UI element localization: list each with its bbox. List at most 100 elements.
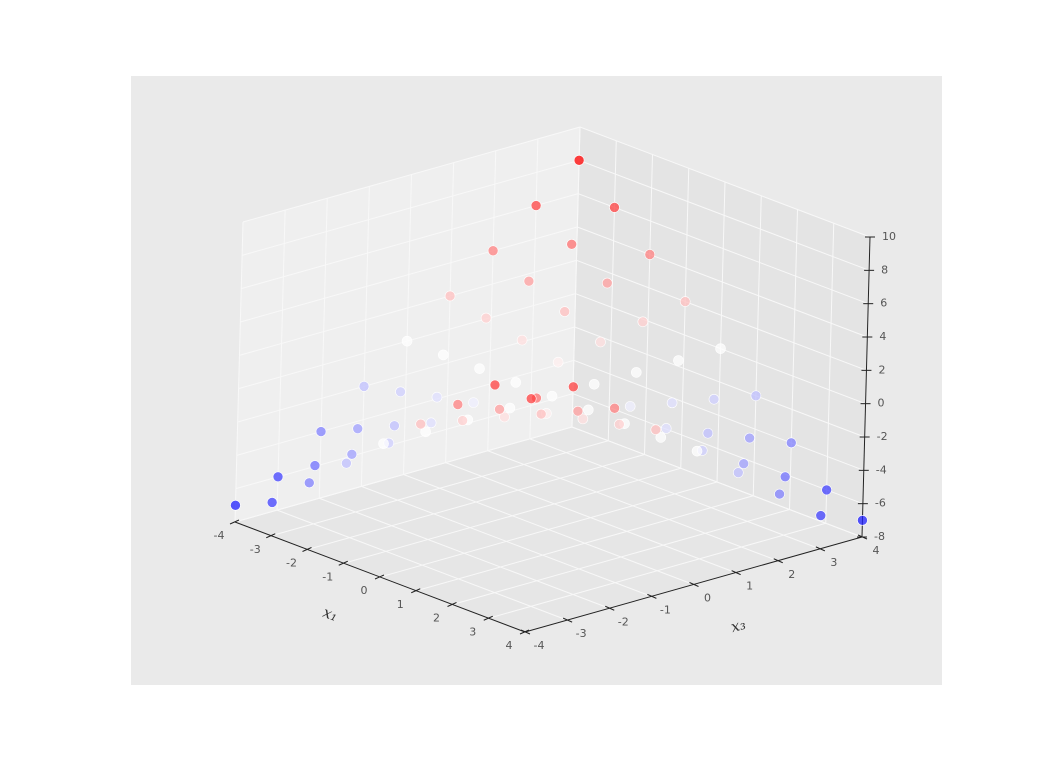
- point: [230, 500, 241, 511]
- point: [738, 458, 750, 469]
- point: [673, 355, 684, 366]
- grid-line: [360, 186, 370, 487]
- grid-line: [236, 359, 574, 456]
- x-tick-label: -4: [214, 529, 225, 542]
- x-axis-label: x₁: [320, 603, 340, 625]
- grid-line: [579, 126, 871, 238]
- grid-line: [239, 259, 577, 356]
- point: [744, 432, 755, 444]
- point: [395, 386, 406, 398]
- point: [530, 200, 542, 211]
- grid-line: [680, 168, 690, 469]
- point: [438, 349, 449, 361]
- grid-line: [235, 393, 574, 490]
- z-tick-label: 6: [880, 297, 887, 310]
- y-tick-label: 4: [873, 544, 880, 557]
- y-tick-label: -4: [534, 639, 545, 652]
- point: [468, 397, 479, 408]
- tick-mark: [229, 519, 240, 525]
- point: [568, 381, 579, 393]
- y-tick-label: -3: [576, 627, 587, 640]
- point: [588, 378, 600, 390]
- point: [401, 335, 413, 347]
- point: [457, 415, 468, 426]
- point: [415, 418, 426, 430]
- y-tick-label: 0: [704, 592, 711, 605]
- point: [857, 515, 868, 526]
- point: [715, 343, 726, 354]
- point: [489, 379, 501, 391]
- point: [425, 417, 437, 429]
- point: [523, 275, 535, 287]
- grid-line: [573, 359, 864, 471]
- point: [315, 426, 327, 437]
- z-tick-label: 8: [881, 263, 888, 276]
- point: [378, 438, 389, 449]
- point: [644, 249, 656, 260]
- point: [480, 312, 492, 324]
- y-tick-label: 1: [746, 580, 753, 593]
- point: [601, 277, 613, 289]
- point: [516, 334, 528, 346]
- point: [572, 405, 584, 417]
- panes: [235, 127, 870, 632]
- grid-line: [716, 181, 726, 483]
- point: [272, 471, 284, 483]
- point: [614, 418, 625, 430]
- grid-line: [529, 138, 539, 439]
- point: [566, 238, 577, 250]
- x-tick-label: 0: [361, 584, 368, 597]
- grid-line: [789, 209, 798, 510]
- point: [583, 404, 594, 416]
- grid-line: [578, 193, 869, 305]
- point: [577, 413, 589, 425]
- point: [660, 423, 672, 434]
- y-tick-label: -1: [660, 603, 671, 616]
- grid-line: [752, 195, 762, 496]
- point: [609, 202, 620, 213]
- y-tick-label: -2: [618, 615, 629, 628]
- grid-line: [318, 198, 328, 499]
- grid-line: [572, 393, 864, 505]
- point: [679, 296, 691, 307]
- grid-line: [529, 438, 821, 550]
- grid-line: [242, 126, 581, 223]
- point: [535, 408, 547, 420]
- grid-line: [571, 426, 863, 538]
- z-tick-label: 10: [882, 230, 896, 243]
- grid-line: [276, 210, 286, 511]
- grid-line: [487, 450, 778, 562]
- grid-line: [445, 462, 736, 574]
- grid-line: [574, 326, 865, 438]
- point: [487, 245, 499, 257]
- z-tick-label: -2: [877, 430, 888, 443]
- point: [631, 367, 642, 378]
- grid-line: [578, 159, 870, 271]
- point: [420, 426, 431, 438]
- point: [510, 377, 522, 388]
- point: [666, 397, 678, 409]
- point: [546, 390, 558, 402]
- point: [352, 423, 364, 434]
- grid-line: [403, 474, 694, 585]
- point: [774, 488, 785, 500]
- x-tick-label: 2: [433, 612, 440, 625]
- z-tick-label: 2: [878, 363, 885, 376]
- point: [444, 290, 456, 302]
- grid-line: [571, 126, 581, 428]
- y-tick-label: 3: [830, 556, 837, 569]
- grid-line: [825, 223, 835, 524]
- point: [650, 424, 662, 436]
- point: [815, 510, 827, 521]
- grid-line: [361, 485, 652, 597]
- z-tick-label: 0: [878, 397, 885, 410]
- point: [499, 411, 510, 423]
- point: [266, 497, 278, 508]
- points: [230, 155, 868, 526]
- x-tick-label: 3: [469, 625, 476, 638]
- point: [655, 432, 667, 443]
- point: [821, 484, 832, 496]
- grid-line: [234, 221, 244, 523]
